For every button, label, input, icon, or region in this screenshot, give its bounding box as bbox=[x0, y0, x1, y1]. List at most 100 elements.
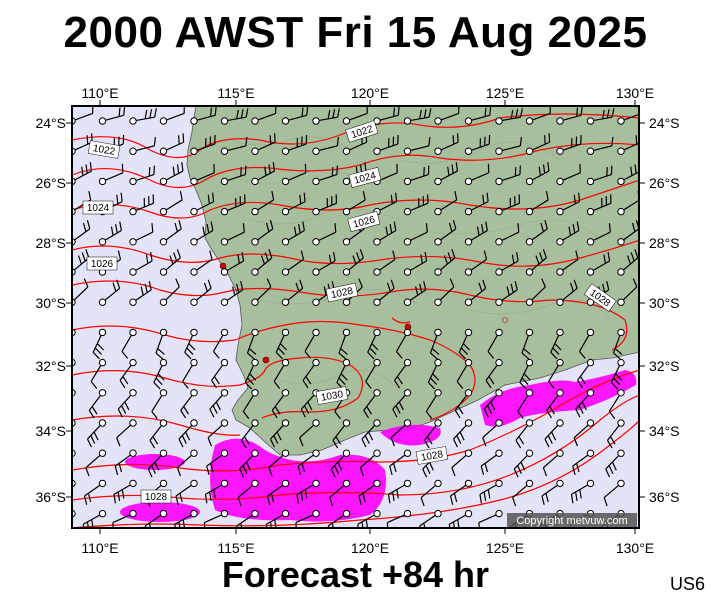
wind-barb bbox=[332, 419, 351, 449]
wind-barb bbox=[121, 328, 137, 359]
wind-barb bbox=[117, 389, 137, 418]
wind-barb bbox=[449, 479, 473, 505]
wind-barb bbox=[159, 106, 185, 125]
wind-barb bbox=[464, 221, 488, 246]
wind-barb bbox=[159, 162, 184, 186]
wind-barb bbox=[88, 389, 107, 419]
wind-barb bbox=[329, 479, 351, 507]
wind-barb bbox=[297, 449, 320, 475]
wind-barb bbox=[586, 223, 611, 246]
wind-barb bbox=[395, 328, 412, 359]
wind-barb bbox=[116, 419, 137, 447]
wind-barb bbox=[85, 449, 107, 477]
lon-label: 125°E bbox=[486, 85, 524, 101]
wind-barb bbox=[159, 278, 180, 306]
wind-barb bbox=[159, 220, 182, 246]
wind-barb bbox=[236, 509, 259, 528]
wind-barb bbox=[147, 449, 168, 478]
isobar-label: 1026 bbox=[91, 259, 114, 270]
wind-barb bbox=[114, 449, 137, 475]
wind-barb bbox=[220, 165, 247, 186]
land-mass bbox=[186, 106, 639, 456]
wind-barb bbox=[129, 223, 154, 246]
wind-barb bbox=[578, 328, 595, 359]
wind-barb bbox=[610, 358, 625, 390]
wind-barb bbox=[211, 358, 229, 389]
wind-barb bbox=[495, 280, 518, 306]
wind-barb bbox=[495, 108, 523, 125]
wind-barb bbox=[83, 479, 107, 505]
wind-barb bbox=[394, 358, 412, 389]
wind-barb bbox=[190, 106, 217, 125]
wind-barb bbox=[556, 106, 583, 125]
wind-barb bbox=[220, 194, 246, 216]
wind-barb bbox=[546, 389, 564, 419]
wind-barb bbox=[265, 509, 290, 528]
lon-label: 130°E bbox=[616, 85, 654, 101]
wind-barb bbox=[338, 328, 351, 360]
wind-barb bbox=[129, 136, 157, 155]
lon-label: 115°E bbox=[217, 540, 254, 556]
wind-barb bbox=[548, 358, 564, 389]
wind-barb bbox=[429, 328, 442, 360]
wind-barb bbox=[299, 419, 320, 447]
map-frame bbox=[71, 105, 640, 529]
wind-barb bbox=[495, 136, 523, 155]
wind-barb bbox=[434, 249, 456, 276]
wind-barb bbox=[203, 509, 229, 528]
wind-barb bbox=[209, 389, 229, 418]
wind-barb bbox=[525, 278, 546, 306]
lat-labels-right: 24°S 26°S 28°S 30°S 32°S 34°S 36°S bbox=[649, 115, 680, 505]
wind-barb bbox=[464, 106, 492, 125]
wind-barb bbox=[182, 358, 198, 389]
wind-barb bbox=[159, 249, 181, 276]
wind-barb bbox=[119, 358, 137, 389]
forecast-label: Forecast +84 hr bbox=[221, 554, 490, 595]
wind-barb bbox=[541, 479, 564, 505]
lat-label: 30°S bbox=[649, 295, 680, 311]
wind-barb bbox=[268, 449, 290, 477]
wind-barb bbox=[525, 220, 548, 246]
wind-barb bbox=[151, 389, 168, 419]
wind-barb bbox=[487, 328, 503, 359]
wind-barb bbox=[184, 328, 198, 360]
wind-barb bbox=[403, 165, 430, 186]
wind-barb bbox=[367, 328, 381, 360]
wind-barb bbox=[365, 358, 381, 389]
wind-barb bbox=[485, 358, 503, 389]
lon-labels-top: 110°E 115°E 120°E 125°E 130°E bbox=[81, 85, 654, 101]
wind-barb bbox=[190, 279, 212, 306]
wind-barb bbox=[273, 358, 290, 389]
wind-barb bbox=[129, 165, 155, 186]
wind-barb bbox=[358, 479, 381, 505]
wind-barb bbox=[190, 250, 213, 276]
wind-barb bbox=[570, 479, 595, 504]
wind-barb bbox=[240, 419, 259, 449]
wind-barb bbox=[312, 194, 337, 216]
wind-barb bbox=[515, 419, 534, 449]
wind-barb bbox=[206, 449, 229, 475]
wind-barb bbox=[239, 449, 259, 478]
wind-barb bbox=[220, 223, 245, 246]
lon-label: 125°E bbox=[486, 540, 524, 556]
wind-barb bbox=[251, 162, 276, 186]
wind-barb bbox=[129, 280, 152, 306]
wind-barb bbox=[155, 328, 168, 360]
wind-barb bbox=[495, 252, 519, 276]
wind-barb bbox=[387, 479, 412, 504]
wind-barb bbox=[403, 252, 428, 276]
wind-barb bbox=[577, 358, 595, 389]
wind-barb bbox=[586, 194, 612, 216]
lon-label: 130°E bbox=[616, 540, 654, 556]
wind-barb bbox=[98, 279, 121, 306]
wind-barb bbox=[517, 389, 534, 419]
wind-barb bbox=[176, 449, 198, 477]
wind-barb bbox=[495, 194, 520, 216]
wind-barb bbox=[606, 419, 625, 449]
wind-barb bbox=[242, 389, 259, 419]
wind-barb bbox=[434, 190, 458, 216]
wind-barb bbox=[389, 449, 412, 475]
wind-barb bbox=[281, 163, 307, 186]
wind-barb bbox=[129, 194, 154, 216]
